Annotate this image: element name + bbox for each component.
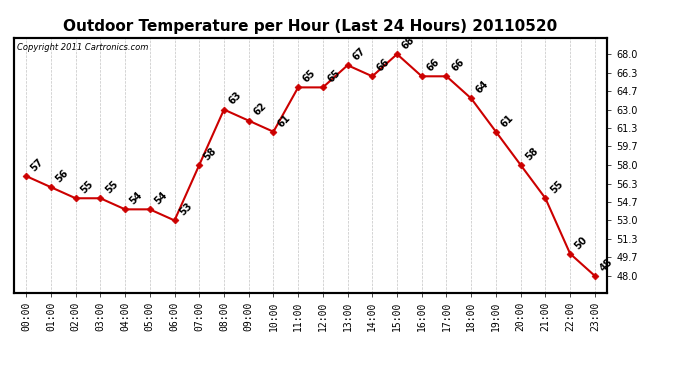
Text: Copyright 2011 Cartronics.com: Copyright 2011 Cartronics.com [17,43,148,52]
Text: 55: 55 [79,179,95,195]
Text: 56: 56 [54,168,70,184]
Text: 58: 58 [202,146,219,162]
Text: 61: 61 [499,112,515,129]
Text: 66: 66 [424,57,441,74]
Text: 68: 68 [400,34,417,51]
Text: 58: 58 [524,146,540,162]
Text: 62: 62 [251,101,268,118]
Text: 55: 55 [548,179,565,195]
Text: 64: 64 [474,79,491,96]
Text: 54: 54 [152,190,169,207]
Text: 54: 54 [128,190,144,207]
Text: 61: 61 [276,112,293,129]
Title: Outdoor Temperature per Hour (Last 24 Hours) 20110520: Outdoor Temperature per Hour (Last 24 Ho… [63,18,558,33]
Text: 67: 67 [351,46,367,63]
Text: 48: 48 [598,256,614,273]
Text: 66: 66 [375,57,392,74]
Text: 66: 66 [449,57,466,74]
Text: 65: 65 [326,68,342,85]
Text: 65: 65 [301,68,317,85]
Text: 63: 63 [227,90,244,107]
Text: 57: 57 [29,157,46,173]
Text: 53: 53 [177,201,194,217]
Text: 55: 55 [103,179,120,195]
Text: 50: 50 [573,234,589,251]
